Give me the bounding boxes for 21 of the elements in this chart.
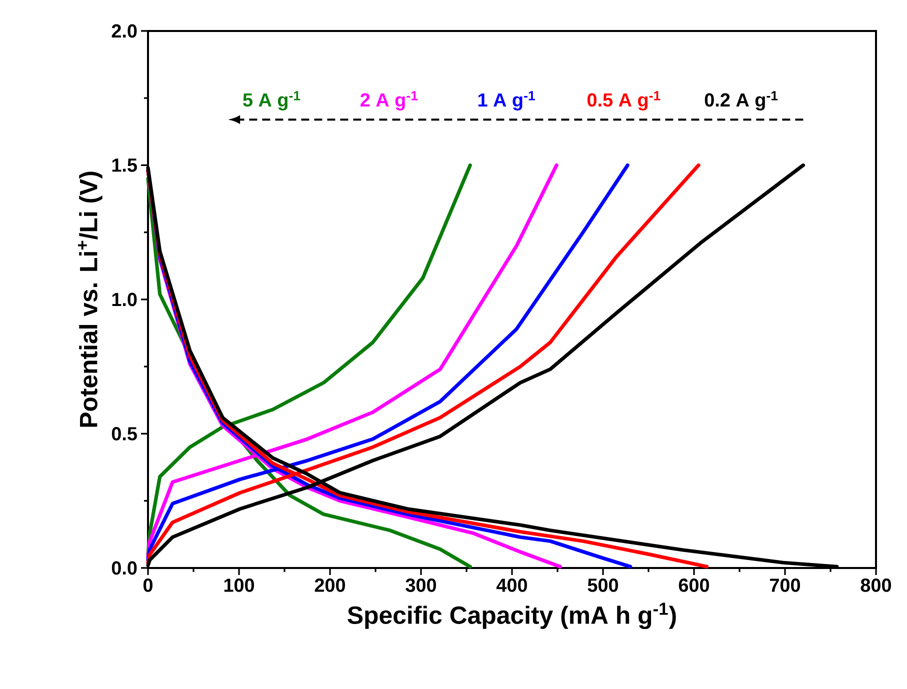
x-tick-label: 600 bbox=[678, 578, 710, 592]
text: 2 A g$^{-1}$ bbox=[360, 91, 418, 110]
text: 1 A g$^{-1}$ bbox=[478, 91, 535, 110]
x-tick-label: 100 bbox=[224, 578, 254, 592]
y-tick-label: 0.5 bbox=[112, 427, 137, 440]
y-tick-label: 1.5 bbox=[112, 158, 137, 172]
x-axis-title: Specific Capacity (mA h g$^{-1}$) bbox=[348, 602, 676, 630]
x-tick-label: 200 bbox=[314, 578, 346, 592]
y-tick-label: 0.0 bbox=[112, 561, 137, 575]
x-tick-label: 400 bbox=[496, 578, 528, 592]
x-tick-label: 700 bbox=[770, 578, 800, 592]
text: 0.2 A g$^{-1}$ bbox=[704, 91, 778, 110]
text: 0.5 A g$^{-1}$ bbox=[588, 91, 660, 110]
y-tick-label: 1.0 bbox=[112, 292, 137, 306]
x-tick-label: 300 bbox=[406, 578, 436, 592]
y-tick-label: 2.0 bbox=[112, 24, 137, 38]
y-axis-title: Potential vs. Li$^{+}$/Li (V) bbox=[78, 172, 102, 427]
x-tick-label: 800 bbox=[860, 578, 892, 592]
x-tick-label: 500 bbox=[588, 578, 618, 592]
text: 5 A g$^{-1}$ bbox=[243, 91, 300, 110]
x-tick-label: 0 bbox=[143, 578, 152, 592]
